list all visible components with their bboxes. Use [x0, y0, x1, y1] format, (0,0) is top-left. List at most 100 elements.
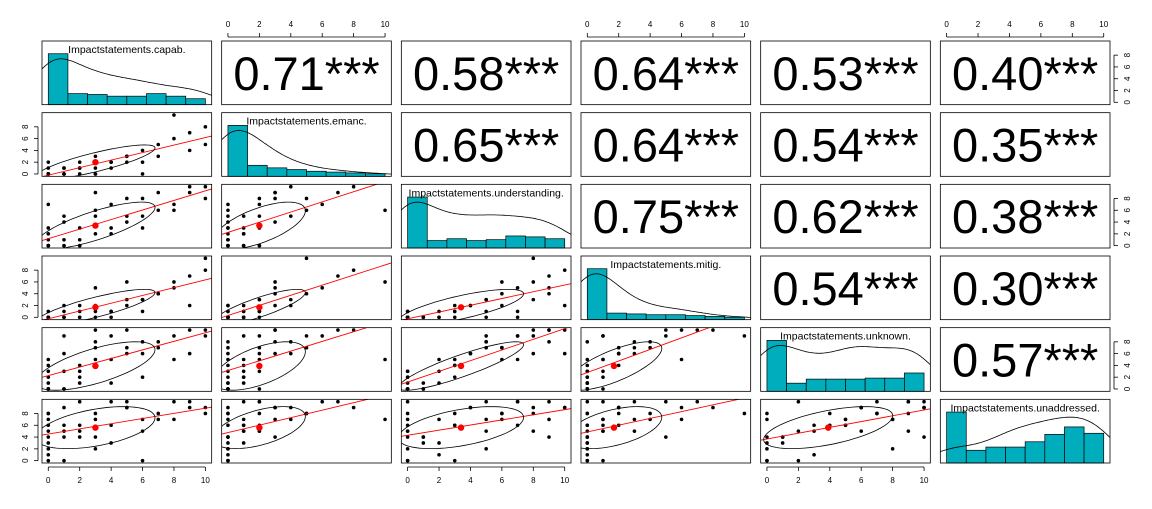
scatter-point: [351, 405, 356, 410]
fit-line: [581, 327, 711, 376]
y-tick-label: 6: [21, 422, 30, 427]
scatter-point: [77, 399, 82, 404]
mean-point: [610, 424, 618, 431]
scatter-point: [62, 458, 66, 463]
scatter-point: [585, 363, 590, 368]
scatter-point: [562, 405, 567, 410]
scatter-point: [336, 328, 340, 332]
scatter-point: [742, 334, 747, 338]
y-tick-label: 2: [21, 446, 30, 451]
scatter-point: [812, 423, 816, 428]
x-tick-label: 8: [1070, 20, 1075, 29]
x-tick-label: 0: [405, 476, 410, 485]
variable-name: Impactstatements.understanding.: [409, 187, 564, 199]
scatter-point: [62, 423, 66, 428]
panel: 0.40***: [939, 40, 1111, 106]
panel-content: [401, 327, 569, 391]
y-tick-label: 8: [1123, 339, 1132, 344]
histogram-bar: [665, 314, 686, 321]
panel-border: [400, 398, 572, 464]
panel-content: [401, 256, 572, 320]
histogram-bar: [106, 95, 128, 106]
scatter-point: [562, 303, 567, 308]
scatter-point: [664, 328, 668, 332]
scatter-point: [765, 435, 769, 439]
panel-content: [42, 184, 212, 248]
y-tick-label: 8: [21, 411, 30, 416]
density-curve: [221, 130, 392, 175]
scatter-point: [226, 226, 230, 230]
histogram-bar: [466, 240, 487, 249]
scatter-point: [46, 363, 51, 368]
scatter-point: [172, 417, 176, 422]
scatter-point: [93, 166, 98, 170]
panel: 0.58***: [400, 40, 572, 106]
mean-point: [256, 362, 263, 370]
scatter-point: [203, 411, 208, 416]
scatter-point: [109, 399, 113, 404]
scatter-point: [226, 202, 230, 207]
scatter-point: [62, 405, 66, 410]
x-tick-label: 8: [531, 476, 536, 485]
scatter-point: [632, 417, 637, 422]
fit-line: [581, 399, 741, 434]
panel: Impactstatements.mitig.: [580, 255, 752, 321]
scatter-point: [241, 232, 246, 236]
scatter-point: [46, 441, 51, 445]
scatter-point: [585, 411, 590, 416]
y-tick-label: 2: [1123, 374, 1132, 379]
scatter-point: [257, 196, 262, 201]
scatter-point: [547, 340, 551, 344]
fit-line: [221, 262, 392, 318]
panel-content: [760, 399, 931, 463]
scatter-point: [351, 268, 356, 272]
scatter-point: [288, 297, 293, 302]
histogram-bar: [805, 378, 827, 392]
panel: Impactstatements.understanding.: [400, 183, 572, 249]
y-tick-label: 4: [21, 434, 30, 439]
histogram-bar: [446, 238, 467, 249]
correlation-label: 0.64***: [593, 47, 739, 100]
histogram-bar: [525, 236, 546, 249]
scatter-point: [585, 435, 590, 439]
scatter-point: [257, 399, 262, 404]
variable-name: Impactstatements.emanc.: [246, 116, 366, 128]
fit-line: [221, 184, 379, 235]
scatter-point: [125, 328, 129, 332]
scatter-point: [46, 243, 51, 248]
correlation-label: 0.64***: [593, 119, 739, 172]
density-curve: [760, 345, 931, 365]
scatter-point: [93, 417, 98, 422]
variable-name: Impactstatements.capab.: [68, 44, 185, 56]
scatter-point: [187, 274, 192, 278]
scatter-point: [241, 315, 246, 320]
panel-border: [41, 327, 213, 392]
scatter-point: [93, 214, 98, 218]
scatter-point: [187, 190, 192, 195]
scatter-point: [203, 268, 208, 272]
scatter-point: [320, 286, 325, 290]
fit-line: [42, 330, 212, 378]
histogram-bar: [286, 169, 307, 177]
panel: 0.75***: [580, 183, 752, 249]
scatter-point: [77, 363, 82, 368]
y-tick-label: 6: [21, 136, 30, 141]
scatter-point: [273, 220, 277, 224]
x-tick-label: 0: [46, 476, 51, 485]
scatter-point: [241, 399, 246, 404]
scatter-point: [257, 297, 262, 302]
x-tick-label: 2: [616, 20, 621, 29]
histogram-bar: [345, 172, 366, 177]
density-curve: [401, 201, 572, 235]
scatter-point: [922, 405, 926, 410]
scatter-point: [203, 184, 208, 189]
scatter-point: [383, 280, 387, 284]
scatter-point: [46, 202, 51, 207]
panel-border: [580, 327, 752, 392]
scatter-point: [484, 399, 488, 404]
fit-line: [401, 283, 572, 320]
scatter-point: [601, 387, 605, 391]
scatter-point: [156, 154, 161, 159]
ellipse: [763, 406, 894, 450]
x-tick-label: 0: [944, 20, 949, 29]
